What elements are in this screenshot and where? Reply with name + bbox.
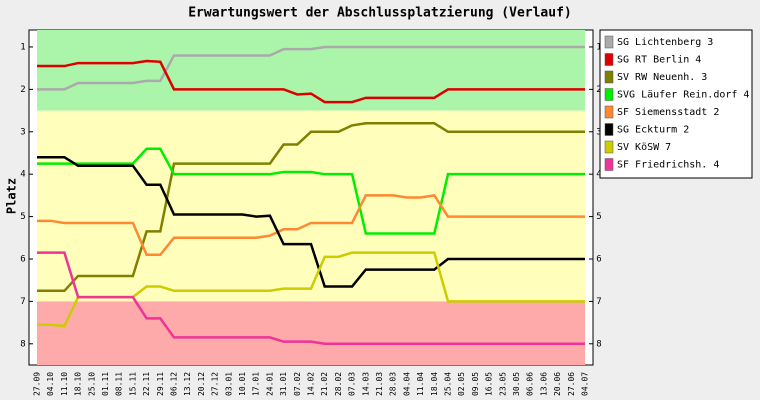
x-tick-label: 07.02 — [293, 372, 302, 396]
x-tick-label: 27.09 — [33, 372, 42, 396]
x-tick-label: 08.11 — [115, 372, 124, 396]
x-tick-label: 22.11 — [142, 372, 151, 396]
y-tick-label: 7 — [20, 297, 25, 307]
x-tick-label: 01.11 — [101, 372, 110, 396]
y-tick-label: 3 — [20, 127, 25, 137]
legend-label: SG Lichtenberg 3 — [617, 37, 713, 48]
legend-swatch — [604, 35, 614, 49]
x-tick-label: 10.01 — [238, 372, 247, 396]
y-tick-label: 1 — [20, 42, 25, 52]
x-tick-label: 28.02 — [334, 372, 343, 396]
x-tick-label: 06.12 — [170, 372, 179, 396]
x-tick-label: 04.10 — [46, 372, 55, 396]
x-tick-label: 16.05 — [485, 372, 494, 396]
band — [37, 301, 585, 365]
y-tick-label: 1 — [596, 42, 601, 52]
x-tick-label: 14.02 — [307, 372, 316, 396]
y-tick-label: 4 — [20, 170, 25, 180]
x-tick-label: 06.06 — [526, 372, 535, 396]
x-tick-label: 25.10 — [87, 372, 96, 396]
legend-label: SVG Läufer Rein.dorf 4 — [617, 90, 749, 101]
x-tick-label: 02.05 — [457, 372, 466, 396]
series-line — [37, 147, 585, 235]
x-tick-label: 18.04 — [430, 372, 439, 396]
band — [37, 30, 585, 111]
series-line — [37, 251, 585, 346]
y-tick-label: 2 — [596, 85, 601, 95]
y-tick-label: 2 — [20, 85, 25, 95]
series-line — [37, 45, 585, 91]
y-tick-label: 8 — [596, 339, 601, 349]
x-tick-label: 27.12 — [211, 372, 220, 396]
series-line — [37, 122, 585, 293]
x-tick-label: 04.04 — [402, 372, 411, 396]
x-tick-label: 11.04 — [416, 372, 425, 396]
x-tick-label: 23.05 — [498, 372, 507, 396]
x-tick-label: 20.12 — [197, 372, 206, 396]
y-tick-label: 5 — [20, 212, 25, 222]
x-tick-label: 07.03 — [348, 372, 357, 396]
legend-swatch — [604, 123, 614, 136]
legend-label: SV KöSW 7 — [617, 142, 671, 153]
x-tick-label: 25.04 — [444, 372, 453, 396]
x-tick-label: 21.03 — [375, 372, 384, 396]
x-tick-label: 03.01 — [224, 372, 233, 396]
band — [37, 110, 585, 302]
x-tick-label: 14.03 — [361, 372, 370, 396]
legend — [599, 29, 753, 179]
x-tick-label: 09.05 — [471, 372, 480, 396]
legend-label: SG RT Berlin 4 — [617, 55, 701, 66]
legend-swatch — [604, 158, 614, 171]
legend-swatch — [604, 105, 614, 119]
y-tick-label: 7 — [596, 297, 601, 307]
chart-title: Erwartungswert der Abschlussplatzierung … — [188, 6, 572, 21]
x-tick-label: 27.06 — [567, 372, 576, 396]
legend-swatch — [604, 140, 614, 154]
series-line — [37, 59, 585, 104]
series-line — [37, 155, 585, 288]
x-tick-label: 28.03 — [389, 372, 398, 396]
legend-swatch — [604, 53, 614, 66]
y-tick-label: 8 — [20, 339, 25, 349]
y-tick-label: 4 — [596, 170, 601, 180]
x-tick-label: 31.01 — [279, 372, 288, 396]
x-tick-label: 17.01 — [252, 372, 261, 396]
x-tick-label: 13.06 — [539, 372, 548, 396]
x-tick-label: 30.05 — [512, 372, 521, 396]
legend-label: SG Eckturm 2 — [617, 125, 689, 136]
legend-label: SV RW Neuenh. 3 — [617, 72, 707, 83]
y-axis-label: Platz — [5, 178, 19, 214]
y-tick-label: 3 — [596, 127, 601, 137]
x-tick-label: 04.07 — [581, 372, 590, 396]
legend-swatch — [604, 88, 614, 101]
y-tick-label: 6 — [596, 254, 601, 264]
x-tick-label: 20.06 — [553, 372, 562, 396]
x-tick-label: 29.11 — [156, 372, 165, 396]
x-tick-label: 13.12 — [183, 372, 192, 396]
x-tick-label: 11.10 — [60, 372, 69, 396]
legend-swatch — [604, 70, 614, 84]
legend-label: SF Siemensstadt 2 — [617, 107, 719, 118]
y-tick-label: 6 — [20, 254, 25, 264]
x-tick-label: 15.11 — [128, 372, 137, 396]
y-tick-label: 5 — [596, 212, 601, 222]
x-tick-label: 24.01 — [265, 372, 274, 396]
legend-label: SF Friedrichsh. 4 — [617, 160, 719, 171]
x-tick-label: 18.10 — [74, 372, 83, 396]
x-tick-label: 21.02 — [320, 372, 329, 396]
series-line — [37, 194, 585, 256]
